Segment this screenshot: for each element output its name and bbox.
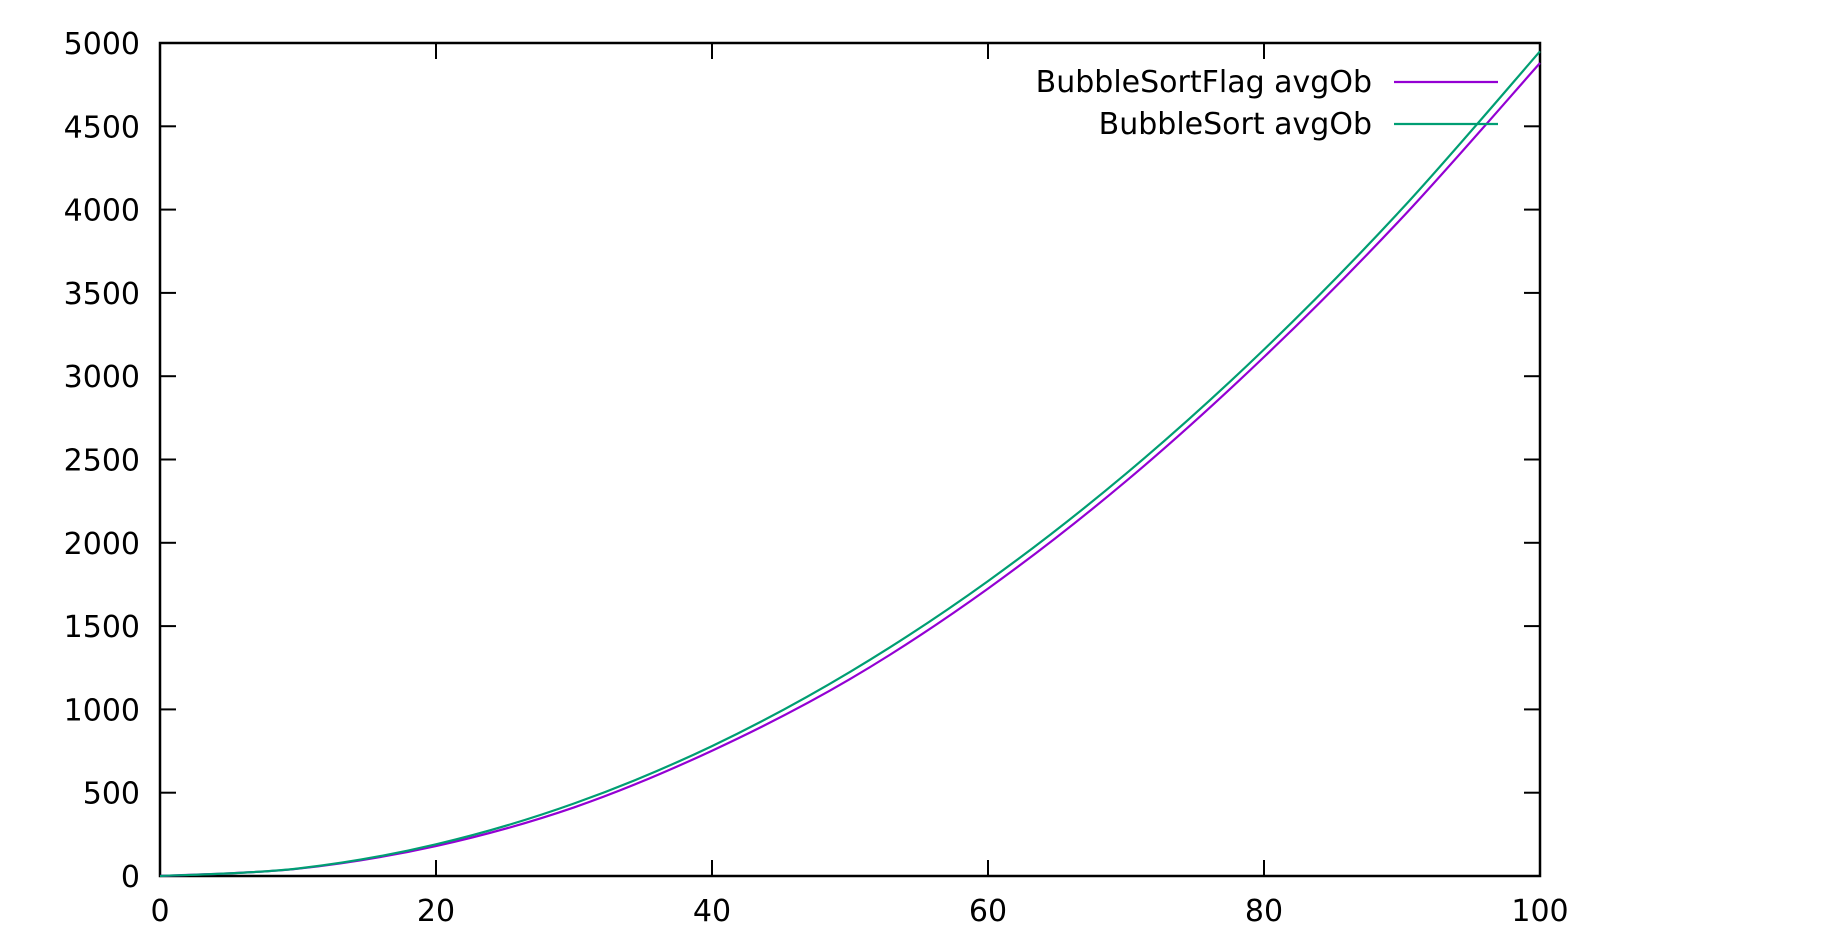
x-tick-label: 40 xyxy=(693,894,731,929)
x-tick-label: 60 xyxy=(969,894,1007,929)
y-tick-label: 1500 xyxy=(64,610,140,645)
y-tick-label: 2000 xyxy=(64,527,140,562)
y-tick-label: 3000 xyxy=(64,360,140,395)
legend-label: BubbleSort avgOb xyxy=(1099,107,1372,142)
series-line-2 xyxy=(159,50,1541,878)
y-tick-label: 0 xyxy=(121,860,140,895)
x-tick-label: 0 xyxy=(150,894,169,929)
y-tick-label: 4500 xyxy=(64,110,140,145)
y-tick-label: 5000 xyxy=(64,27,140,62)
plot-frame xyxy=(158,41,1542,878)
legend-label: BubbleSortFlag avgOb xyxy=(1036,65,1372,100)
y-tick-label: 500 xyxy=(83,777,140,812)
x-tick-label: 20 xyxy=(417,894,455,929)
series-line-1 xyxy=(159,62,1541,878)
legend: BubbleSortFlag avgOb BubbleSort avgOb xyxy=(1036,65,1498,142)
x-tick-label: 100 xyxy=(1511,894,1568,929)
y-tick-label: 4000 xyxy=(64,194,140,229)
y-tick-label: 1000 xyxy=(64,693,140,728)
y-tick-labels: 0 500 1000 1500 2000 2500 3000 3500 4000 4500 5000 xyxy=(64,27,140,895)
series-lines xyxy=(159,50,1541,878)
x-tick-labels: 0 20 40 60 80 100 xyxy=(150,894,1568,929)
axis-ticks xyxy=(159,42,1541,877)
y-tick-label: 3500 xyxy=(64,277,140,312)
y-tick-label: 2500 xyxy=(64,444,140,479)
x-tick-label: 80 xyxy=(1245,894,1283,929)
